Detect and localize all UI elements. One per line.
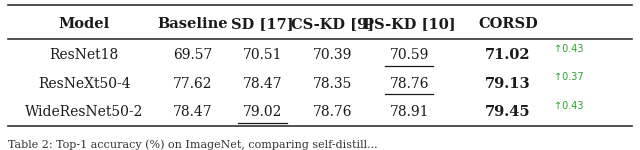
Text: 78.47: 78.47 (243, 77, 282, 91)
Text: 70.59: 70.59 (390, 48, 429, 62)
Text: 78.35: 78.35 (313, 77, 353, 91)
Text: Table 2: Top-1 accuracy (%) on ImageNet, comparing self-distill...: Table 2: Top-1 accuracy (%) on ImageNet,… (8, 139, 378, 150)
Text: 70.39: 70.39 (313, 48, 353, 62)
Text: 78.76: 78.76 (390, 77, 429, 91)
Text: Model: Model (59, 17, 110, 31)
Text: 78.91: 78.91 (390, 105, 429, 119)
Text: 69.57: 69.57 (173, 48, 212, 62)
Text: CS-KD [9]: CS-KD [9] (291, 17, 374, 31)
Text: CORSD: CORSD (478, 17, 538, 31)
Text: ResNet18: ResNet18 (50, 48, 119, 62)
Text: ResNeXt50-4: ResNeXt50-4 (38, 77, 131, 91)
Text: PS-KD [10]: PS-KD [10] (363, 17, 456, 31)
Text: WideResNet50-2: WideResNet50-2 (25, 105, 143, 119)
Text: 78.47: 78.47 (173, 105, 212, 119)
Text: ↑0.43: ↑0.43 (554, 44, 584, 54)
Text: 79.02: 79.02 (243, 105, 282, 119)
Text: 70.51: 70.51 (243, 48, 282, 62)
Text: Baseline: Baseline (157, 17, 228, 31)
Text: 79.13: 79.13 (485, 77, 531, 91)
Text: 79.45: 79.45 (485, 105, 531, 119)
Text: 78.76: 78.76 (313, 105, 353, 119)
Text: ↑0.43: ↑0.43 (554, 101, 584, 111)
Text: 77.62: 77.62 (173, 77, 212, 91)
Text: SD [17]: SD [17] (231, 17, 294, 31)
Text: ↑0.37: ↑0.37 (554, 72, 584, 82)
Text: 71.02: 71.02 (485, 48, 531, 62)
